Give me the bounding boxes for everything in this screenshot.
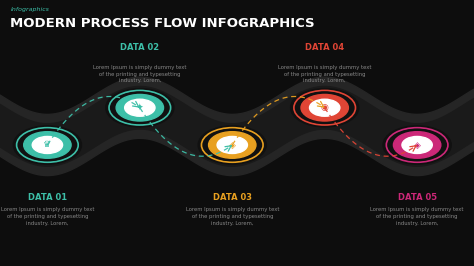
Text: DATA 03: DATA 03 (213, 193, 252, 202)
Text: ✦: ✦ (136, 103, 144, 112)
Circle shape (205, 130, 260, 160)
Text: MODERN PROCESS FLOW INFOGRAPHICS: MODERN PROCESS FLOW INFOGRAPHICS (10, 17, 315, 30)
Polygon shape (0, 86, 474, 166)
Circle shape (116, 94, 164, 121)
Text: DATA 01: DATA 01 (28, 193, 67, 202)
Circle shape (125, 99, 155, 116)
Text: Lorem Ipsum is simply dummy text
of the printing and typesetting
industry. Lorem: Lorem Ipsum is simply dummy text of the … (370, 207, 464, 226)
Circle shape (32, 136, 63, 153)
Circle shape (13, 126, 82, 164)
Circle shape (297, 92, 352, 123)
Text: Infographics: Infographics (10, 7, 49, 12)
Text: Lorem Ipsum is simply dummy text
of the printing and typesetting
industry. Lorem: Lorem Ipsum is simply dummy text of the … (0, 207, 94, 226)
Circle shape (291, 89, 359, 127)
Circle shape (383, 126, 451, 164)
Circle shape (112, 92, 167, 123)
Text: Lorem Ipsum is simply dummy text
of the printing and typesetting
industry. Lorem: Lorem Ipsum is simply dummy text of the … (93, 65, 187, 83)
Circle shape (24, 132, 71, 158)
Text: ◈: ◈ (414, 140, 420, 149)
Text: Lorem Ipsum is simply dummy text
of the printing and typesetting
industry. Lorem: Lorem Ipsum is simply dummy text of the … (185, 207, 279, 226)
Circle shape (217, 136, 247, 153)
Polygon shape (0, 77, 474, 176)
Circle shape (209, 132, 256, 158)
Circle shape (198, 126, 266, 164)
Circle shape (402, 136, 432, 153)
Text: Lorem Ipsum is simply dummy text
of the printing and typesetting
industry. Lorem: Lorem Ipsum is simply dummy text of the … (278, 65, 372, 83)
Text: ◈: ◈ (229, 140, 236, 149)
Circle shape (393, 132, 441, 158)
Circle shape (20, 130, 75, 160)
Circle shape (301, 94, 348, 121)
Text: DATA 02: DATA 02 (120, 43, 159, 52)
Text: ◉: ◉ (321, 103, 328, 112)
Text: DATA 04: DATA 04 (305, 43, 344, 52)
Text: DATA 05: DATA 05 (398, 193, 437, 202)
Circle shape (310, 99, 340, 116)
Circle shape (390, 130, 445, 160)
Circle shape (106, 89, 174, 127)
Text: ♛: ♛ (43, 140, 52, 149)
